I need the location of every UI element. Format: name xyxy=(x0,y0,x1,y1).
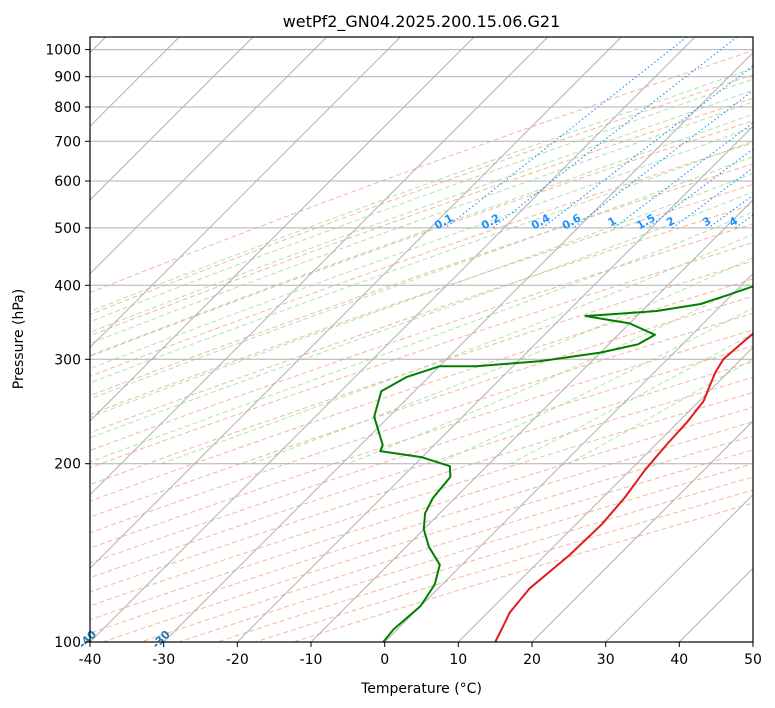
x-tick-label: 0 xyxy=(380,652,389,668)
dry-adiabat xyxy=(90,242,753,469)
dry-adiabat xyxy=(90,295,753,518)
y-tick-label: 400 xyxy=(54,278,81,294)
dry-adiabat xyxy=(90,312,753,534)
dry-adiabat xyxy=(217,476,753,642)
mixing-ratio-label: 1 xyxy=(606,214,619,229)
y-tick-label: 300 xyxy=(54,352,81,368)
y-tick-label: 800 xyxy=(54,100,81,116)
isotherm-line xyxy=(678,567,753,642)
dry-adiabat xyxy=(90,329,753,549)
dry-adiabat xyxy=(90,203,753,434)
dry-adiabat xyxy=(90,421,753,634)
moist-adiabat xyxy=(90,67,753,313)
y-axis: 100 200 300 400 500 600 700 800 900 1000 xyxy=(45,43,90,651)
mixing-ratio-label: 0.2 xyxy=(479,211,502,232)
y-tick-label: 900 xyxy=(54,70,81,86)
dry-adiabat xyxy=(90,391,753,607)
mixing-ratio-line xyxy=(445,37,688,229)
mixing-ratio-line xyxy=(734,214,753,229)
dry-adiabat xyxy=(90,163,753,397)
mixing-ratio-line xyxy=(672,167,753,229)
dry-adiabat xyxy=(90,376,753,593)
isotherm-line xyxy=(752,641,753,642)
temperature-profile xyxy=(494,332,753,642)
y-tick-label: 500 xyxy=(54,221,81,237)
isotherm-line xyxy=(90,37,254,201)
y-axis-label: Pressure (hPa) xyxy=(11,289,27,389)
x-tick-label: -40 xyxy=(79,652,102,668)
dry-adiabat xyxy=(90,142,753,377)
dry-adiabat xyxy=(90,97,753,337)
isotherm-line xyxy=(457,346,753,642)
moist-adiabat xyxy=(90,113,753,357)
isopleth-labels: 0.1 0.2 0.4 0.6 1 1.5 2 3 4-40 -30 xyxy=(76,211,740,651)
dry-adiabat xyxy=(178,463,753,642)
dry-adiabat xyxy=(293,502,753,642)
dry-adiabat xyxy=(90,74,753,316)
plot-area xyxy=(90,37,753,642)
dry-adiabat xyxy=(90,120,753,357)
isotherm-line xyxy=(531,420,753,642)
mixing-ratio-label: 1.5 xyxy=(634,211,657,232)
x-tick-label: 30 xyxy=(597,652,615,668)
isotherm-line xyxy=(310,199,753,642)
dry-adiabat xyxy=(90,223,753,451)
dry-adiabat xyxy=(90,278,753,502)
y-tick-label: 700 xyxy=(54,134,81,150)
dry-adiabat xyxy=(90,345,753,564)
mixing-ratio-label: 4 xyxy=(727,214,740,229)
isotherm-line xyxy=(163,51,753,642)
dry-adiabat xyxy=(90,260,753,486)
moist-adiabat xyxy=(90,191,753,439)
x-tick-label: 20 xyxy=(523,652,541,668)
mixing-ratio-line xyxy=(542,65,753,229)
x-tick-label: -20 xyxy=(226,652,249,668)
mixing-ratio-label: 2 xyxy=(664,214,677,229)
isotherm-line xyxy=(90,37,622,570)
moist-adiabat xyxy=(90,78,753,323)
dry-adiabat xyxy=(90,183,753,415)
isotherm-line xyxy=(384,272,753,642)
isotherm-label: -30 xyxy=(150,628,173,651)
isotherm-line xyxy=(90,37,475,422)
dry-adiabat xyxy=(90,361,753,579)
dry-adiabat xyxy=(102,435,753,642)
x-tick-label: -10 xyxy=(300,652,323,668)
isotherm-line xyxy=(605,493,753,642)
moist-adiabat xyxy=(90,172,753,418)
mixing-ratio-label: 0.1 xyxy=(432,211,455,232)
mixing-ratio-label: 3 xyxy=(700,214,713,229)
isotherm-line xyxy=(236,125,753,642)
y-tick-label: 100 xyxy=(54,635,81,651)
moist-adiabat xyxy=(437,307,753,465)
moist-adiabat xyxy=(90,140,753,384)
x-tick-label: 10 xyxy=(449,652,467,668)
dewpoint-profile xyxy=(373,285,753,642)
moist-adiabat xyxy=(348,281,753,465)
x-axis: -40 -30 -20 -10 0 10 20 30 40 50 xyxy=(79,642,762,668)
x-tick-label: -30 xyxy=(152,652,175,668)
moist-adiabat xyxy=(161,233,753,465)
y-tick-label: 600 xyxy=(54,174,81,190)
y-tick-label: 1000 xyxy=(45,43,81,59)
isotherm-line xyxy=(90,37,328,275)
mixing-ratio-label: 0.6 xyxy=(560,211,584,232)
isotherm-line xyxy=(90,37,696,642)
x-tick-label: 50 xyxy=(744,652,762,668)
mixing-ratio-label: 0.4 xyxy=(529,211,553,232)
moist-adiabat xyxy=(90,101,753,345)
x-tick-label: 40 xyxy=(670,652,688,668)
mixing-ratio-line xyxy=(572,90,753,229)
mixing-ratio-line xyxy=(613,122,753,229)
plot-frame xyxy=(89,36,754,643)
x-axis-label: Temperature (°C) xyxy=(360,681,482,697)
y-tick-label: 200 xyxy=(54,457,81,473)
dry-adiabat xyxy=(90,50,753,294)
chart-title: wetPf2_GN04.2025.200.15.06.G21 xyxy=(283,12,561,32)
isotherm-line xyxy=(90,37,549,496)
isotherm-line xyxy=(90,37,401,349)
dry-adiabat xyxy=(140,449,753,642)
